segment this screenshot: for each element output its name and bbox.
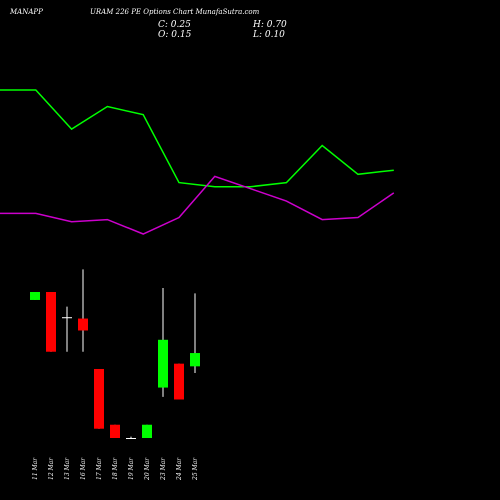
candle-body bbox=[142, 424, 152, 438]
x-axis-ticks: 11 Mar 12 Mar 13 Mar 16 Mar 17 Mar 18 Mar 19 M… bbox=[32, 457, 199, 481]
candle-body bbox=[110, 424, 120, 438]
candle-body bbox=[30, 292, 40, 300]
candle-body bbox=[174, 363, 184, 400]
candle-body bbox=[126, 438, 136, 439]
x-tick-label: 25 Mar bbox=[192, 457, 199, 481]
candle-body bbox=[190, 353, 200, 367]
overlay-lines bbox=[0, 89, 395, 235]
x-tick-label: 19 Mar bbox=[128, 457, 135, 480]
low-value: L: 0.10 bbox=[252, 30, 285, 40]
x-tick-label: 13 Mar bbox=[64, 457, 71, 480]
x-tick-label: 24 Mar bbox=[176, 457, 183, 481]
x-tick-label: 20 Mar bbox=[144, 457, 151, 481]
candle-body bbox=[158, 339, 168, 388]
candle-body bbox=[78, 318, 88, 331]
candle-body bbox=[46, 292, 56, 352]
x-tick-label: 17 Mar bbox=[96, 457, 103, 480]
x-tick-label: 23 Mar bbox=[160, 457, 167, 481]
overlay-line bbox=[0, 175, 395, 235]
x-tick-label: 16 Mar bbox=[80, 457, 87, 480]
x-tick-label: 12 Mar bbox=[48, 457, 55, 480]
x-tick-label: 11 Mar bbox=[32, 457, 39, 480]
symbol-label: MANAPP bbox=[9, 8, 43, 16]
overlay-line bbox=[0, 89, 394, 188]
chart-title: URAM 226 PE Options Chart MunafaSutra.co… bbox=[90, 8, 260, 16]
candlesticks bbox=[30, 269, 200, 439]
candle-body bbox=[94, 368, 104, 429]
candle-body bbox=[62, 317, 72, 319]
open-value: O: 0.15 bbox=[158, 30, 192, 40]
high-value: H: 0.70 bbox=[252, 20, 287, 30]
close-value: C: 0.25 bbox=[158, 20, 191, 30]
x-tick-label: 18 Mar bbox=[112, 457, 119, 480]
